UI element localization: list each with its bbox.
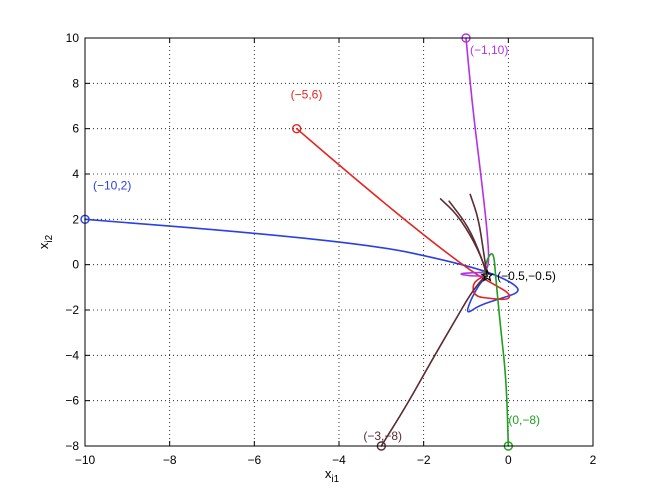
trajectory-line [460, 37, 490, 277]
y-tick-label: −4 [65, 348, 79, 362]
start-point-marker [291, 123, 302, 134]
annotation-layer: (−10,2) (−5,6) (−1,10) (0,−8) (−3,−8) (−0.5,−… [93, 43, 556, 443]
y-tick-label: 4 [72, 167, 79, 181]
trajectory-line [84, 218, 519, 313]
grid-layer [85, 38, 593, 446]
equilibrium-star-marker [480, 268, 495, 282]
x-axis-label: xi1 [325, 466, 340, 485]
y-tick-label: 8 [72, 76, 79, 90]
plot-area-frame [84, 37, 594, 447]
y-tick-label: −8 [65, 439, 79, 453]
equilibrium-label: (−0.5,−0.5) [497, 269, 556, 283]
start-point-label: (−3,−8) [363, 429, 402, 443]
start-point-label: (−1,10) [470, 43, 508, 57]
trajectory-line [469, 193, 488, 277]
start-point-label: (−5,6) [291, 88, 323, 102]
y-tick-label: 10 [66, 31, 80, 45]
y-tick-label: 6 [72, 122, 79, 136]
y-axis-label-subscript: i2 [44, 234, 55, 242]
y-axis-label: xi2 [36, 234, 55, 249]
x-tick-label: −2 [417, 453, 431, 467]
x-axis-label-subscript: i1 [331, 474, 339, 485]
trajectory-line [380, 275, 488, 447]
y-tick-label: 0 [72, 258, 79, 272]
x-tick-label: −10 [75, 453, 96, 467]
series-layer [80, 33, 519, 451]
y-tick-label: 2 [72, 212, 79, 226]
start-point-label: (0,−8) [508, 413, 540, 427]
start-point-label: (−10,2) [93, 178, 131, 192]
x-axis-label-main: x [325, 466, 332, 481]
trajectory-line [448, 200, 488, 277]
x-tick-label: −4 [332, 453, 346, 467]
y-tick-label: −2 [65, 303, 79, 317]
y-tick-label: −6 [65, 394, 79, 408]
x-tick-label: −6 [247, 453, 261, 467]
x-tick-label: 0 [505, 453, 512, 467]
x-tick-label: −8 [163, 453, 177, 467]
y-axis-label-main: x [36, 242, 51, 249]
x-tick-label: 2 [590, 453, 597, 467]
